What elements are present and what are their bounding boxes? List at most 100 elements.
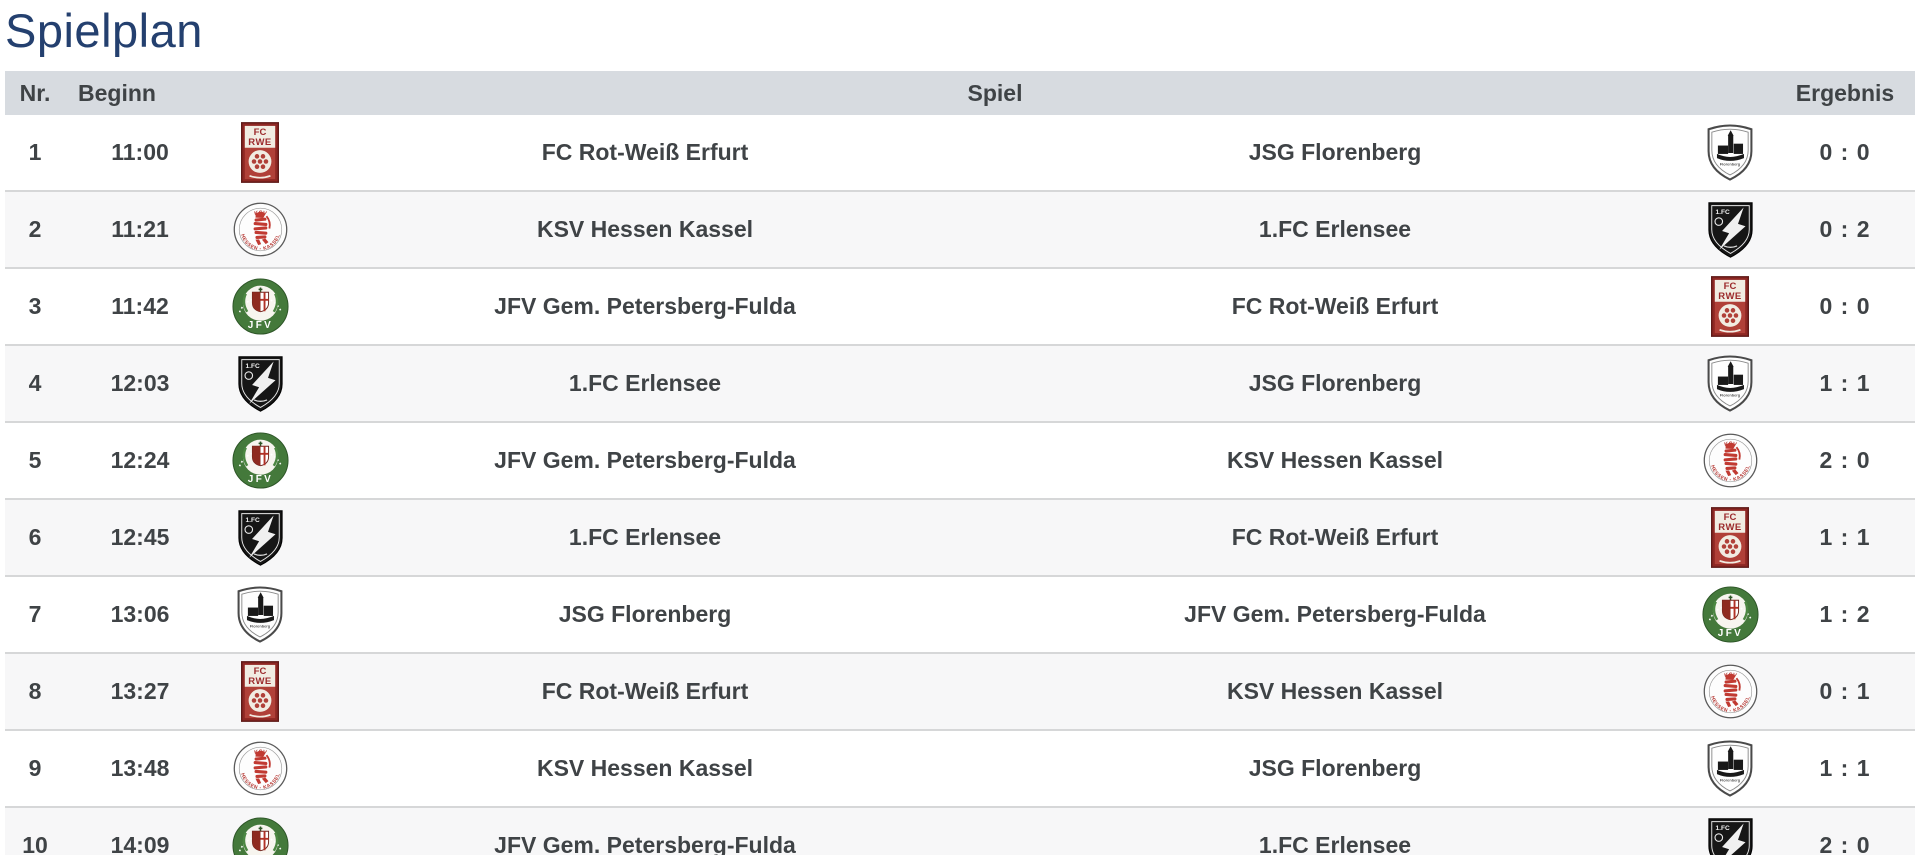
- home-team-logo: 1.FC: [215, 345, 305, 422]
- away-team-logo: KSV HESSEN - KASSEL: [1685, 422, 1775, 499]
- svg-text:FC: FC: [1724, 512, 1737, 523]
- match-result: 2 : 0: [1819, 447, 1871, 474]
- match-row[interactable]: 1 11:00 FC RWE FC Rot-Weiß Erfurt JSG Fl…: [5, 115, 1915, 192]
- svg-text:JFV: JFV: [247, 320, 272, 331]
- match-result: 0 : 0: [1819, 139, 1871, 166]
- svg-text:Florenberg: Florenberg: [250, 623, 271, 628]
- away-team-logo: JFV: [1685, 576, 1775, 653]
- svg-text:RWE: RWE: [1718, 291, 1741, 302]
- home-team-logo: 1.FC: [215, 499, 305, 576]
- match-number: 7: [28, 601, 42, 628]
- 1-fc-erlensee-logo-icon: 1.FC: [1707, 201, 1753, 258]
- match-number: 10: [22, 832, 48, 855]
- match-row[interactable]: 4 12:03 1.FC 1.FC Erlensee JSG Florenber…: [5, 345, 1915, 423]
- away-team-name: JSG Florenberg: [1248, 139, 1422, 166]
- fc-rot-weiss-erfurt-logo-icon: FC RWE: [241, 122, 279, 183]
- jfv-gem-petersberg-fulda-logo-icon: JFV: [231, 817, 289, 855]
- fc-rot-weiss-erfurt-logo-icon: FC RWE: [241, 661, 279, 722]
- home-team-logo: JFV: [215, 807, 305, 855]
- svg-text:Florenberg: Florenberg: [1720, 392, 1741, 397]
- home-team-logo: KSV HESSEN - KASSEL: [215, 730, 305, 807]
- match-kickoff-time: 12:24: [110, 447, 170, 474]
- home-team-logo: Florenberg: [215, 576, 305, 653]
- match-row[interactable]: 2 11:21 KSV HESSEN - KASSEL KSV Hessen K…: [5, 191, 1915, 269]
- match-number: 8: [28, 678, 42, 705]
- away-team-logo: 1.FC: [1685, 191, 1775, 268]
- away-team-name: JSG Florenberg: [1248, 370, 1422, 397]
- header-spiel: Spiel: [305, 71, 1685, 116]
- away-team-name: FC Rot-Weiß Erfurt: [1231, 524, 1439, 551]
- svg-text:FC: FC: [254, 666, 267, 677]
- home-team-name: KSV Hessen Kassel: [536, 216, 754, 243]
- away-team-name: JFV Gem. Petersberg-Fulda: [1184, 601, 1486, 628]
- header-nr: Nr.: [5, 71, 65, 116]
- away-team-logo: Florenberg: [1685, 730, 1775, 807]
- jsg-florenberg-logo-icon: Florenberg: [237, 586, 283, 643]
- jsg-florenberg-logo-icon: Florenberg: [1707, 355, 1753, 412]
- home-team-name: KSV Hessen Kassel: [536, 755, 754, 782]
- home-team-name: FC Rot-Weiß Erfurt: [541, 139, 749, 166]
- match-kickoff-time: 11:00: [111, 139, 169, 166]
- match-result: 1 : 1: [1819, 755, 1871, 782]
- home-team-logo: FC RWE: [215, 653, 305, 730]
- svg-text:RWE: RWE: [248, 137, 271, 148]
- away-team-name: KSV Hessen Kassel: [1226, 447, 1444, 474]
- match-kickoff-time: 11:21: [111, 216, 169, 243]
- table-body: 1 11:00 FC RWE FC Rot-Weiß Erfurt JSG Fl…: [5, 115, 1915, 855]
- away-team-logo: 1.FC: [1685, 807, 1775, 855]
- svg-text:1.FC: 1.FC: [1715, 209, 1729, 216]
- svg-text:1.FC: 1.FC: [245, 363, 259, 370]
- match-row[interactable]: 7 13:06 Florenberg JSG Florenberg JFV Ge…: [5, 576, 1915, 654]
- jfv-gem-petersberg-fulda-logo-icon: JFV: [1701, 586, 1759, 643]
- svg-text:FC: FC: [1724, 281, 1737, 292]
- match-number: 5: [28, 447, 42, 474]
- match-row[interactable]: 3 11:42 JFV JFV Gem. Petersberg-Fulda FC…: [5, 268, 1915, 346]
- home-team-name: 1.FC Erlensee: [568, 370, 722, 397]
- match-row[interactable]: 10 14:09 JFV JFV Gem. Petersberg-Fulda 1…: [5, 807, 1915, 855]
- away-team-name: 1.FC Erlensee: [1258, 216, 1412, 243]
- home-team-name: FC Rot-Weiß Erfurt: [541, 678, 749, 705]
- table-header: Nr. Beginn Spiel Ergebnis: [5, 71, 1915, 116]
- svg-text:JFV: JFV: [247, 474, 272, 485]
- match-result: 2 : 0: [1819, 832, 1871, 855]
- svg-text:1.FC: 1.FC: [245, 517, 259, 524]
- away-team-logo: KSV HESSEN - KASSEL: [1685, 653, 1775, 730]
- match-row[interactable]: 8 13:27 FC RWE FC Rot-Weiß Erfurt KSV He…: [5, 653, 1915, 731]
- jsg-florenberg-logo-icon: Florenberg: [1707, 124, 1753, 181]
- svg-text:RWE: RWE: [1718, 522, 1741, 533]
- ksv-hessen-kassel-logo-icon: KSV HESSEN - KASSEL: [1703, 433, 1757, 488]
- header-home-logo-spacer: [215, 71, 305, 116]
- 1-fc-erlensee-logo-icon: 1.FC: [237, 355, 283, 412]
- match-result: 0 : 2: [1819, 216, 1871, 243]
- match-result: 1 : 1: [1819, 524, 1871, 551]
- away-team-logo: Florenberg: [1685, 345, 1775, 422]
- match-number: 4: [28, 370, 42, 397]
- match-row[interactable]: 6 12:45 1.FC 1.FC Erlensee FC Rot-Weiß E…: [5, 499, 1915, 577]
- home-team-logo: JFV: [215, 422, 305, 499]
- away-team-name: 1.FC Erlensee: [1258, 832, 1412, 855]
- match-number: 6: [28, 524, 42, 551]
- match-result: 1 : 2: [1819, 601, 1871, 628]
- away-team-logo: Florenberg: [1685, 115, 1775, 191]
- svg-text:RWE: RWE: [248, 676, 271, 687]
- match-kickoff-time: 11:42: [111, 293, 169, 320]
- match-number: 1: [28, 139, 42, 166]
- match-row[interactable]: 9 13:48 KSV HESSEN - KASSEL KSV Hessen K…: [5, 730, 1915, 808]
- home-team-logo: KSV HESSEN - KASSEL: [215, 191, 305, 268]
- header-ergebnis: Ergebnis: [1775, 71, 1915, 116]
- ksv-hessen-kassel-logo-icon: KSV HESSEN - KASSEL: [1703, 664, 1757, 719]
- home-team-logo: JFV: [215, 268, 305, 345]
- away-team-name: JSG Florenberg: [1248, 755, 1422, 782]
- svg-text:Florenberg: Florenberg: [1720, 777, 1741, 782]
- header-away-logo-spacer: [1685, 71, 1775, 116]
- away-team-name: KSV Hessen Kassel: [1226, 678, 1444, 705]
- svg-text:FC: FC: [254, 127, 267, 138]
- 1-fc-erlensee-logo-icon: 1.FC: [1707, 817, 1753, 855]
- match-row[interactable]: 5 12:24 JFV JFV Gem. Petersberg-Fulda KS…: [5, 422, 1915, 500]
- fc-rot-weiss-erfurt-logo-icon: FC RWE: [1711, 276, 1749, 337]
- svg-text:Florenberg: Florenberg: [1720, 161, 1741, 166]
- match-result: 1 : 1: [1819, 370, 1871, 397]
- jsg-florenberg-logo-icon: Florenberg: [1707, 740, 1753, 797]
- ksv-hessen-kassel-logo-icon: KSV HESSEN - KASSEL: [233, 202, 287, 257]
